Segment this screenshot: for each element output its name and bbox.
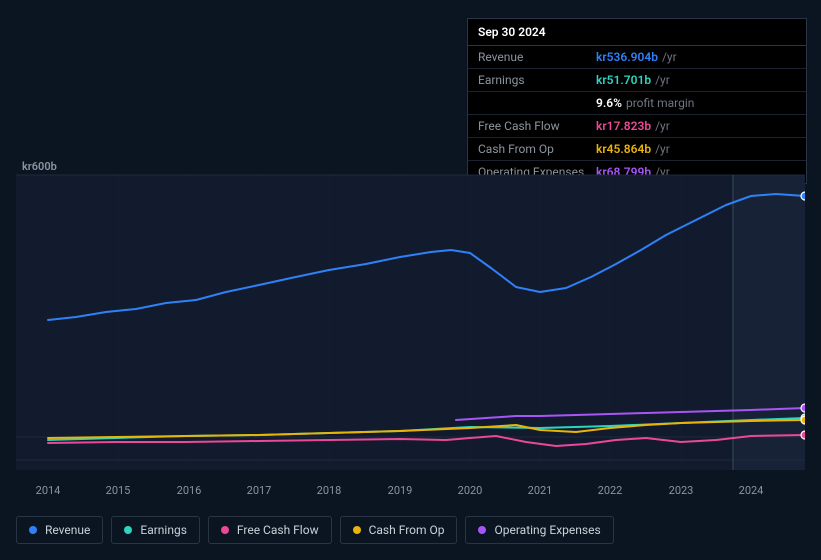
tooltip-metric-value: kr17.823b/yr bbox=[596, 119, 670, 133]
x-axis-label: 2024 bbox=[739, 484, 764, 497]
tooltip-metric-label bbox=[478, 96, 596, 110]
legend-dot-icon bbox=[124, 526, 132, 534]
tooltip-date: Sep 30 2024 bbox=[468, 19, 806, 46]
chart-plot-area[interactable] bbox=[16, 160, 805, 480]
legend-dot-icon bbox=[353, 526, 361, 534]
legend-label: Cash From Op bbox=[369, 523, 445, 537]
tooltip-row: Free Cash Flowkr17.823b/yr bbox=[468, 115, 806, 138]
tooltip-row: Cash From Opkr45.864b/yr bbox=[468, 138, 806, 161]
x-axis-label: 2019 bbox=[388, 484, 413, 497]
financial-chart-container: Sep 30 2024 Revenuekr536.904b/yrEarnings… bbox=[0, 0, 821, 560]
tooltip-metric-value: 9.6%profit margin bbox=[596, 96, 694, 110]
legend-item[interactable]: Revenue bbox=[16, 516, 103, 544]
x-axis-label: 2018 bbox=[317, 484, 342, 497]
legend-item[interactable]: Earnings bbox=[111, 516, 200, 544]
x-axis-label: 2023 bbox=[669, 484, 694, 497]
legend-dot-icon bbox=[478, 526, 486, 534]
x-axis-label: 2016 bbox=[177, 484, 202, 497]
legend-item[interactable]: Cash From Op bbox=[340, 516, 458, 544]
chart-legend: Revenue Earnings Free Cash Flow Cash From O… bbox=[16, 516, 614, 544]
x-axis-labels: 2014 2015 2016 2017 2018 2019 2020 2021 2022 2023… bbox=[16, 484, 805, 502]
legend-dot-icon bbox=[221, 526, 229, 534]
legend-label: Earnings bbox=[140, 523, 187, 537]
x-axis-label: 2021 bbox=[528, 484, 553, 497]
tooltip-metric-label: Free Cash Flow bbox=[478, 119, 596, 133]
tooltip-row: Revenuekr536.904b/yr bbox=[468, 46, 806, 69]
x-axis-label: 2022 bbox=[598, 484, 623, 497]
legend-dot-icon bbox=[29, 526, 37, 534]
tooltip-row: Earningskr51.701b/yr bbox=[468, 69, 806, 92]
legend-label: Operating Expenses bbox=[494, 523, 600, 537]
legend-item[interactable]: Free Cash Flow bbox=[208, 516, 332, 544]
tooltip-row: 9.6%profit margin bbox=[468, 92, 806, 115]
legend-label: Revenue bbox=[45, 523, 90, 537]
legend-label: Free Cash Flow bbox=[237, 523, 319, 537]
tooltip-metric-value: kr536.904b/yr bbox=[596, 50, 677, 64]
x-axis-label: 2017 bbox=[247, 484, 272, 497]
legend-item[interactable]: Operating Expenses bbox=[465, 516, 613, 544]
tooltip-metric-label: Revenue bbox=[478, 50, 596, 64]
tooltip-metric-label: Earnings bbox=[478, 73, 596, 87]
x-axis-label: 2015 bbox=[106, 484, 131, 497]
tooltip-metric-value: kr51.701b/yr bbox=[596, 73, 670, 87]
tooltip-metric-label: Cash From Op bbox=[478, 142, 596, 156]
tooltip-metric-value: kr45.864b/yr bbox=[596, 142, 670, 156]
x-axis-label: 2014 bbox=[36, 484, 61, 497]
x-axis-label: 2020 bbox=[458, 484, 483, 497]
